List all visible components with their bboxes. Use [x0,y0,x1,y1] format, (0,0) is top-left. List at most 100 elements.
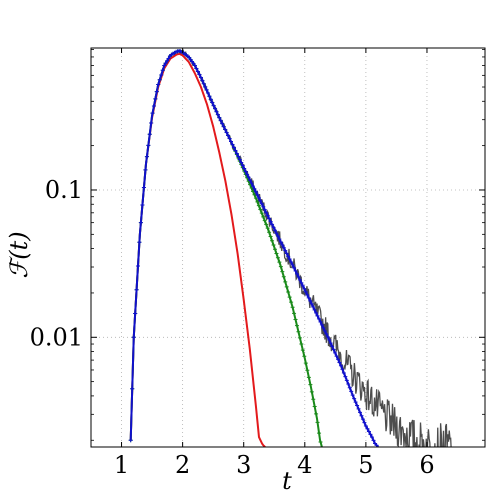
series-marker [312,404,317,409]
series-marker [365,426,370,431]
series-marker [299,342,304,347]
series-marker [215,112,220,117]
series-marker [324,331,329,336]
series-marker [369,435,374,440]
series-marker [157,77,162,82]
series-marker [201,81,206,86]
series-marker [352,396,357,401]
series-marker [334,354,339,359]
series-marker [150,111,155,116]
series-marker [360,417,365,422]
series-marker [272,247,277,252]
series-marker [337,360,342,365]
series-marker [309,301,314,306]
series-marker [371,438,376,443]
series-marker [264,222,269,227]
series-marker [262,207,267,212]
series-marker [309,389,314,394]
series-marker [283,279,288,284]
series-marker [302,354,307,359]
series-marker [268,219,273,224]
series-marker [300,283,305,288]
series-marker [284,251,289,256]
series-marker [338,363,343,368]
series-marker [341,370,346,375]
series-marker [271,225,276,230]
series-marker [289,300,294,305]
x-axis-label: t [282,467,292,495]
series-marker [149,121,154,126]
series-marker [275,234,280,239]
series-marker [213,106,218,111]
series-marker [368,432,373,437]
series-marker [154,89,159,94]
series-marker [153,96,158,101]
series-marker [146,143,151,148]
series-marker [256,203,261,208]
series-marker [249,181,254,186]
series-marker [261,214,266,219]
series-3 [128,48,381,447]
series-marker [242,166,247,171]
series-marker [226,133,231,138]
series-marker [237,157,242,162]
series-marker [229,139,234,144]
series-marker [138,220,143,225]
series-marker [267,230,272,235]
x-tick-label: 3 [236,451,251,479]
y-tick-label: 0.01 [30,323,83,351]
series-marker [296,329,301,334]
series-marker [131,335,136,340]
series-marker [253,189,258,194]
series-marker [278,264,283,269]
series-marker [130,386,135,391]
series-marker [281,274,286,279]
series-marker [297,277,302,282]
series-marker [230,142,235,147]
series-marker [144,154,149,159]
series-marker [134,287,139,292]
series-marker [322,328,327,333]
series-marker [137,240,142,245]
series-marker [265,213,270,218]
series-marker [303,361,308,366]
plot-frame [90,47,486,448]
series-marker [194,66,199,71]
series-marker [223,127,228,132]
series-marker [151,104,156,109]
series-marker [303,289,308,294]
series-marker [311,397,316,402]
series-marker [210,100,215,105]
series-marker [306,375,311,380]
series-marker [250,189,255,194]
series-marker [204,87,209,92]
series-marker [207,94,212,99]
series-marker [311,304,316,309]
series-marker [166,56,171,61]
series-marker [296,274,301,279]
series-marker [162,63,167,68]
series-marker [280,269,285,274]
series-marker [268,234,273,239]
series-marker [314,310,319,315]
series-marker [376,445,381,447]
series-marker [278,240,283,245]
series-marker [197,72,202,77]
y-tick-label: 0.1 [45,176,83,204]
series-marker [347,385,352,390]
series-marker [305,292,310,297]
series-marker [346,382,351,387]
series-marker [250,184,255,189]
series-marker [221,124,226,129]
series-marker [317,431,322,436]
series-marker [195,69,200,74]
series-marker [159,72,164,77]
series-marker [236,154,241,159]
x-tick-label: 2 [175,451,190,479]
series-marker [333,350,338,355]
series-marker [362,420,367,425]
series-marker [283,248,288,253]
series-marker [255,192,260,197]
series-marker [340,367,345,372]
